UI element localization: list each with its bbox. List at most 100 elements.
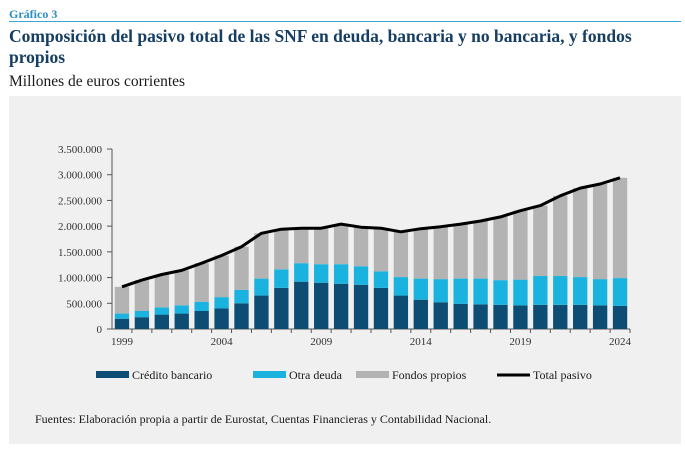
bar-otra-deuda [254, 278, 269, 296]
bar-credito-bancario [333, 283, 349, 329]
chart-subtitle: Millones de euros corrientes [9, 73, 186, 90]
y-tick-label: 2.500.000 [58, 195, 103, 207]
bar-otra-deuda [453, 278, 468, 304]
bar-fondos-propios [393, 231, 409, 278]
y-tick-label: 3.500.000 [58, 144, 103, 156]
legend-label-credito-bancario: Crédito bancario [132, 368, 212, 382]
bar-credito-bancario [612, 305, 628, 329]
bar-credito-bancario [513, 305, 528, 329]
source-note: Fuentes: Elaboración propia a partir de … [35, 412, 492, 426]
bar-credito-bancario [453, 303, 468, 329]
bar-credito-bancario [294, 281, 309, 329]
bar-credito-bancario [174, 313, 189, 329]
bar-fondos-propios [194, 263, 209, 302]
bar-fondos-propios [114, 286, 130, 314]
bar-otra-deuda [573, 277, 588, 305]
bar-credito-bancario [314, 282, 329, 329]
bar-fondos-propios [214, 255, 229, 298]
bars [114, 177, 628, 329]
bar-fondos-propios [513, 210, 528, 280]
bar-credito-bancario [114, 318, 130, 329]
bar-fondos-propios [413, 228, 428, 279]
bar-otra-deuda [612, 278, 628, 306]
bar-credito-bancario [134, 317, 150, 329]
bar-otra-deuda [473, 278, 488, 305]
bar-credito-bancario [234, 303, 249, 329]
x-tick-label: 2024 [609, 336, 632, 348]
bar-otra-deuda [154, 307, 169, 315]
legend-swatch-credito-bancario [96, 371, 129, 378]
bar-fondos-propios [134, 280, 150, 311]
x-tick-label: 2004 [211, 336, 234, 348]
total-pasivo-line [121, 176, 621, 289]
y-tick-label: 1.000.000 [58, 273, 103, 285]
bar-fondos-propios [174, 270, 189, 306]
x-tick-label: 2014 [410, 336, 433, 348]
bar-credito-bancario [194, 311, 209, 329]
bar-credito-bancario [592, 305, 608, 329]
bar-otra-deuda [174, 305, 189, 314]
x-axis: 1999 2004 2009 2014 2019 2024 [111, 328, 632, 348]
bar-credito-bancario [573, 304, 588, 329]
bar-credito-bancario [553, 304, 568, 329]
bar-fondos-propios [154, 274, 169, 308]
legend: Crédito bancario Otra deuda Fondos propios… [96, 368, 592, 382]
chart-panel: 0 500.000 1.000.000 1.500.000 2.000.000 2.500… [9, 96, 681, 444]
legend-swatch-fondos-propios [356, 371, 389, 378]
bar-fondos-propios [573, 188, 588, 278]
bar-credito-bancario [214, 308, 229, 329]
x-tick-label: 1999 [111, 336, 134, 348]
bar-otra-deuda [314, 264, 329, 283]
legend-label-total-pasivo: Total pasivo [533, 368, 592, 382]
legend-swatch-otra-deuda [253, 371, 286, 378]
bar-fondos-propios [592, 183, 608, 280]
bar-otra-deuda [234, 289, 249, 304]
bar-otra-deuda [214, 297, 229, 309]
bar-otra-deuda [194, 301, 209, 311]
bar-otra-deuda [353, 266, 369, 285]
bar-otra-deuda [553, 276, 568, 305]
bar-credito-bancario [493, 304, 508, 329]
bar-otra-deuda [513, 279, 528, 306]
bar-credito-bancario [373, 287, 389, 329]
bar-fondos-propios [473, 221, 488, 279]
bar-fondos-propios [373, 228, 389, 272]
bar-otra-deuda [274, 269, 289, 288]
y-axis: 0 500.000 1.000.000 1.500.000 2.000.000 2.500… [58, 144, 113, 336]
chart-svg: 0 500.000 1.000.000 1.500.000 2.000.000 2.500… [58, 144, 632, 382]
bar-otra-deuda [393, 277, 409, 296]
y-tick-label: 1.500.000 [58, 247, 103, 259]
bar-credito-bancario [533, 304, 548, 329]
top-rule [9, 21, 681, 22]
total-line [121, 176, 621, 289]
bar-fondos-propios [314, 228, 329, 265]
figure-label: Gráfico 3 [9, 7, 58, 21]
bar-otra-deuda [114, 313, 130, 319]
bar-credito-bancario [473, 304, 488, 329]
bar-otra-deuda [433, 279, 448, 303]
legend-label-fondos-propios: Fondos propios [392, 368, 467, 382]
bar-credito-bancario [433, 302, 448, 329]
bar-fondos-propios [453, 224, 468, 279]
bar-fondos-propios [533, 205, 548, 277]
legend-label-otra-deuda: Otra deuda [289, 368, 343, 382]
bar-fondos-propios [254, 233, 269, 279]
bar-otra-deuda [294, 263, 309, 282]
bar-fondos-propios [234, 246, 249, 290]
bar-fondos-propios [493, 216, 508, 281]
x-tick-label: 2009 [310, 336, 333, 348]
bar-otra-deuda [592, 279, 608, 306]
y-tick-label: 3.000.000 [58, 170, 103, 182]
bar-otra-deuda [333, 264, 349, 284]
bar-otra-deuda [493, 280, 508, 305]
y-tick-label: 500.000 [66, 298, 102, 310]
bar-fondos-propios [274, 229, 289, 270]
bar-credito-bancario [353, 284, 369, 329]
bar-fondos-propios [553, 195, 568, 277]
y-tick-label: 2.000.000 [58, 221, 103, 233]
y-tick-label: 0 [97, 324, 103, 336]
chart-title: Composición del pasivo total de las SNF … [9, 26, 632, 67]
bar-credito-bancario [274, 287, 289, 329]
bar-fondos-propios [612, 177, 628, 279]
bar-otra-deuda [533, 276, 548, 305]
